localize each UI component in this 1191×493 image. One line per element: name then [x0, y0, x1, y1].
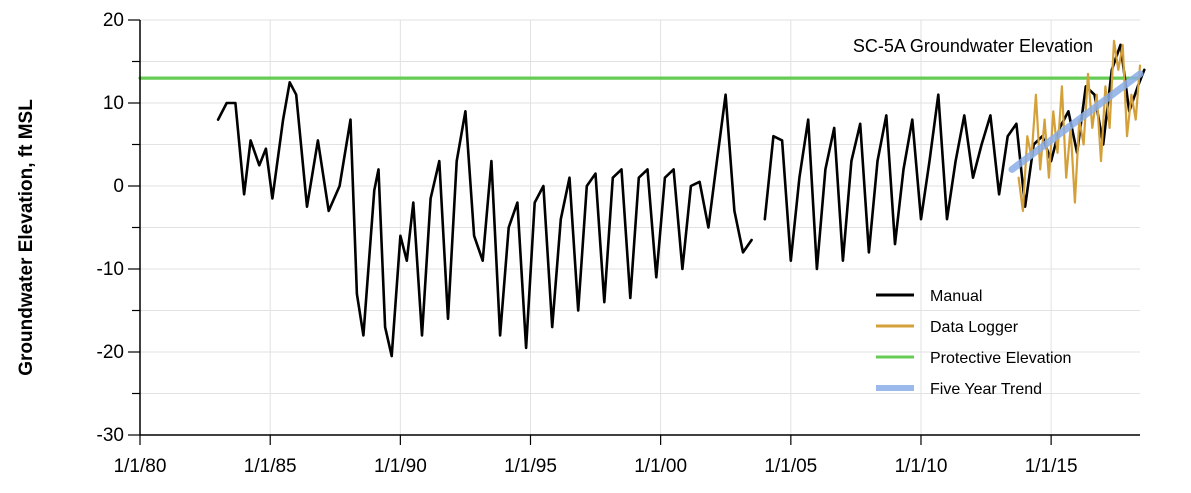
- x-tick-label: 1/1/05: [764, 456, 817, 477]
- y-tick-label: 10: [103, 93, 124, 114]
- y-tick-labels: -30 -20 -10 0 10 20: [97, 10, 124, 446]
- grid-lines: [140, 19, 1140, 435]
- series-manual-line: [763, 43, 1146, 271]
- x-tick-label: 1/1/80: [114, 456, 167, 477]
- y-axis-title: Groundwater Elevation, ft MSL: [16, 99, 37, 376]
- y-tick-label: -20: [97, 342, 124, 363]
- x-tick-labels: 1/1/80 1/1/85 1/1/90 1/1/95 1/1/00 1/1/05 1/1/…: [114, 456, 1078, 477]
- x-tick-label: 1/1/10: [895, 456, 948, 477]
- y-tick-label: 20: [103, 10, 124, 31]
- legend-label-five-year-trend: Five Year Trend: [930, 381, 1042, 398]
- x-tick-label: 1/1/15: [1025, 456, 1078, 477]
- x-tick-label: 1/1/85: [244, 456, 297, 477]
- legend-label-data-logger: Data Logger: [930, 319, 1019, 336]
- x-tick-label: 1/1/95: [504, 456, 557, 477]
- series-manual-line: [216, 81, 753, 358]
- y-tick-label: -10: [97, 259, 124, 280]
- legend-label-manual: Manual: [930, 288, 982, 305]
- series-five-year-trend-line: [1008, 70, 1144, 173]
- legend: Manual Data Logger Protective Elevation Fiv…: [876, 288, 1071, 398]
- x-tick-label: 1/1/90: [374, 456, 427, 477]
- axes: [128, 19, 1140, 445]
- y-tick-label: 0: [113, 176, 124, 197]
- series-layer: [138, 39, 1146, 358]
- x-tick-label: 1/1/00: [634, 456, 687, 477]
- chart-title: SC-5A Groundwater Elevation: [853, 36, 1093, 56]
- y-tick-label: -30: [97, 425, 124, 446]
- legend-label-protective-elevation: Protective Elevation: [930, 350, 1071, 367]
